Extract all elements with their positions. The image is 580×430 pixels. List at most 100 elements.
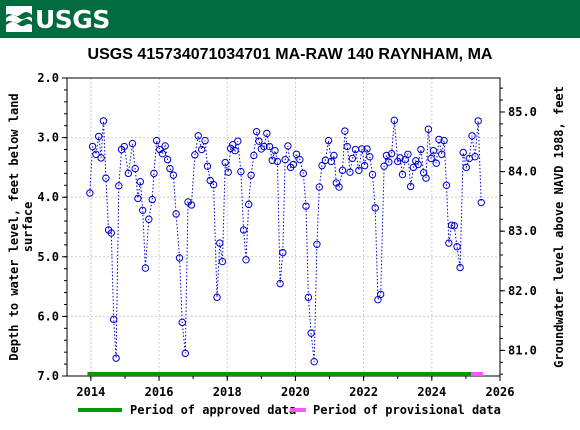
data-point	[213, 293, 221, 302]
data-point	[390, 116, 399, 125]
data-point	[201, 136, 209, 145]
y-axis-label-line-2: surface	[21, 202, 35, 253]
data-point	[324, 136, 333, 145]
data-point	[289, 160, 298, 169]
data-point	[442, 181, 451, 189]
y2-tick-label: 82.0	[508, 284, 537, 298]
data-point	[417, 145, 425, 154]
x-tick-label: 2020	[281, 385, 310, 399]
data-point	[178, 318, 186, 327]
data-point	[95, 132, 103, 141]
data-point	[197, 145, 206, 154]
data-point	[166, 164, 174, 173]
data-point	[252, 127, 261, 136]
data-point	[120, 142, 128, 151]
data-point	[380, 162, 388, 170]
data-point	[145, 215, 153, 223]
data-point	[245, 200, 253, 209]
series-line	[89, 120, 482, 362]
data-point	[456, 263, 464, 272]
data-point	[110, 315, 118, 324]
y-axis-right: 81.0 82.0 83.0 84.0 85.0	[500, 87, 537, 375]
data-point	[302, 202, 310, 210]
x-tick-label: 2014	[76, 385, 105, 399]
data-point	[268, 156, 276, 164]
data-point	[435, 135, 443, 144]
data-point	[468, 132, 476, 140]
x-tick-label: 2016	[145, 385, 174, 399]
data-point	[422, 174, 430, 182]
data-point	[175, 254, 184, 262]
data-point	[338, 166, 347, 175]
data-point	[131, 164, 139, 173]
data-point	[158, 149, 167, 158]
data-point	[427, 154, 435, 163]
data-point	[307, 329, 315, 337]
data-point	[315, 183, 323, 191]
data-point	[459, 148, 467, 157]
data-point	[376, 290, 385, 299]
y-tick-label: 5.0	[37, 250, 59, 264]
data-point	[424, 125, 433, 133]
data-point	[358, 145, 366, 153]
x-tick-label: 2018	[213, 385, 242, 399]
data-point	[172, 210, 180, 218]
data-point	[398, 170, 407, 179]
y-tick-label: 4.0	[37, 190, 59, 204]
usgs-logo-text: USGS	[35, 4, 110, 34]
data-point	[341, 127, 349, 135]
data-point	[107, 229, 116, 237]
y2-tick-label: 85.0	[508, 105, 537, 119]
data-point	[150, 169, 158, 178]
data-point	[138, 206, 147, 215]
data-point	[360, 161, 369, 170]
y-axis-label-line-1: Depth to water level, feet below land	[7, 93, 21, 360]
data-point	[187, 201, 196, 209]
y-tick-label: 2.0	[37, 71, 59, 85]
data-point	[276, 279, 284, 288]
y-axis-left: 2.0 3.0 4.0 5.0 6.0 7.0	[37, 71, 67, 383]
data-point	[221, 158, 229, 167]
data-point	[471, 152, 479, 161]
data-point	[440, 136, 448, 145]
data-point	[284, 142, 292, 150]
data-point	[161, 142, 169, 150]
data-point	[348, 154, 357, 163]
data-point	[299, 169, 307, 178]
usgs-logo[interactable]: USGS	[6, 4, 110, 34]
plot-frame	[66, 77, 501, 377]
data-point	[128, 139, 137, 148]
data-point	[152, 136, 161, 145]
data-point	[346, 168, 354, 176]
data-point	[247, 171, 255, 179]
data-point	[304, 293, 313, 302]
chart-title: USGS 415734071034701 MA-RAW 140 RAYNHAM,…	[88, 46, 493, 63]
data-point	[242, 256, 250, 264]
data-point	[366, 152, 374, 161]
data-point	[271, 147, 279, 155]
data-point	[134, 194, 142, 203]
data-point	[191, 151, 199, 159]
data-point	[281, 155, 289, 164]
data-point	[414, 160, 422, 169]
data-point	[97, 154, 105, 162]
legend-approved-label: Period of approved data	[130, 403, 296, 417]
data-point	[102, 174, 110, 182]
y2-tick-label: 81.0	[508, 343, 537, 357]
x-tick-label: 2024	[417, 385, 446, 399]
data-point	[474, 117, 482, 125]
usgs-banner: USGS	[0, 0, 580, 38]
data-point	[148, 195, 156, 204]
y2-axis-label: Groundwater level above NAVD 1988, feet	[552, 86, 566, 368]
data-point	[404, 150, 412, 158]
data-point	[429, 147, 438, 155]
legend: Period of approved data Period of provis…	[78, 403, 501, 417]
data-point	[382, 151, 391, 160]
data-point	[343, 142, 351, 151]
data-point	[239, 226, 248, 234]
data-point	[387, 149, 396, 158]
data-point	[224, 168, 232, 176]
data-point	[432, 159, 440, 167]
data-point	[330, 151, 338, 160]
